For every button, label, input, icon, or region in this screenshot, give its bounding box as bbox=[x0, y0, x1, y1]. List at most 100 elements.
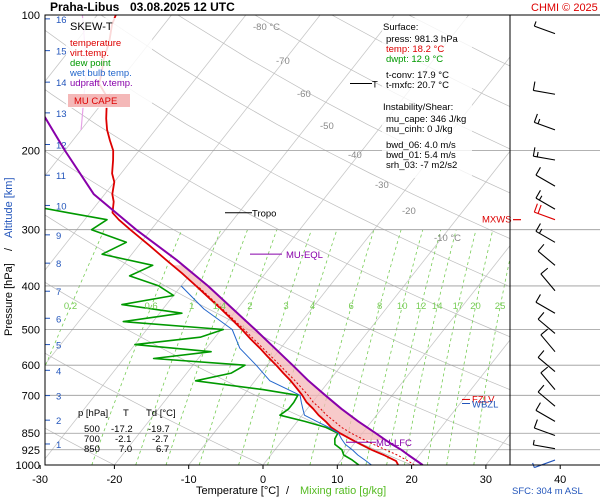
wind-barb-flag bbox=[535, 223, 541, 232]
mixing-ratio-label: 6 bbox=[349, 301, 354, 312]
wind-barb bbox=[540, 267, 556, 292]
mixing-ratio-label: 2 bbox=[247, 301, 252, 312]
mu-cinh-value: mu_cinh: 0 J/kg bbox=[386, 124, 453, 135]
wind-barb-flag bbox=[535, 294, 541, 303]
table-row-850-p: 850 bbox=[84, 444, 100, 455]
mixing-ratio-line bbox=[165, 229, 248, 465]
wind-barb-flag bbox=[540, 366, 549, 374]
mixing-ratio-line bbox=[91, 229, 183, 465]
series-line-virt-temp- bbox=[197, 285, 415, 465]
tropopause-label: Tropo bbox=[252, 209, 276, 220]
cape-legend-label: MU CAPE bbox=[74, 96, 117, 107]
temperature-tick-label: 30 bbox=[480, 474, 492, 486]
sfc-elevation-note: SFC: 304 m ASL bbox=[512, 486, 583, 497]
wind-barb bbox=[535, 294, 556, 314]
wind-barb-staff bbox=[540, 372, 556, 390]
legend-box bbox=[66, 18, 152, 108]
pressure-tick-label: 100 bbox=[22, 10, 40, 22]
y-axis-title: Pressure [hPa] / Altitude [km] bbox=[3, 177, 15, 336]
wind-barb-staff bbox=[537, 250, 556, 266]
wind-barb bbox=[532, 81, 556, 95]
temperature-tick-label: -30 bbox=[32, 474, 48, 486]
wind-barb-flag bbox=[535, 167, 541, 176]
wind-barb bbox=[535, 167, 556, 187]
altitude-tick-label: 2 bbox=[56, 416, 61, 427]
mixing-ratio-label: 8 bbox=[377, 301, 382, 312]
x-axis-title-temperature: Temperature [°C] bbox=[196, 485, 279, 497]
pressure-tick-label: 200 bbox=[22, 145, 40, 157]
altitude-tick-label: 10 bbox=[56, 201, 67, 212]
wind-barb-flag bbox=[535, 190, 541, 199]
mu-eql-label: MU-EQL bbox=[286, 250, 323, 261]
mxws-label: MXWS bbox=[482, 215, 512, 226]
wind-barb-staff bbox=[534, 427, 556, 437]
dry-adiabat-line bbox=[45, 89, 510, 338]
wind-barb-flag bbox=[536, 151, 539, 157]
table-row-850-t: 7.0 bbox=[119, 444, 132, 455]
altitude-tick-label: 13 bbox=[56, 109, 67, 120]
isotherm-label: -60 bbox=[297, 89, 311, 100]
wind-barb bbox=[537, 243, 556, 266]
temperature-tick-label: 10 bbox=[331, 474, 343, 486]
wind-barb bbox=[533, 21, 556, 35]
mixing-ratio-label: 20 bbox=[470, 301, 481, 312]
mixing-ratio-label: 12 bbox=[416, 301, 427, 312]
pressure-tick-label: 1000 bbox=[16, 460, 40, 472]
altitude-tick-label: 11 bbox=[56, 171, 66, 182]
isotherm-label: -40 bbox=[348, 150, 362, 161]
wind-barb-flag bbox=[533, 419, 538, 429]
mixing-ratio-line bbox=[365, 229, 424, 465]
isotherm-label: -80 °C bbox=[253, 22, 280, 33]
wind-barb bbox=[533, 113, 556, 131]
altitude-tick-label: 14 bbox=[56, 78, 67, 89]
altitude-tick-label: 16 bbox=[56, 15, 67, 26]
series-line-udpraft-v-temp- bbox=[45, 115, 424, 465]
series-line-wet-bulb-temp- bbox=[180, 285, 372, 465]
mixing-ratio-line bbox=[446, 229, 494, 465]
wind-barb-flag bbox=[540, 328, 549, 336]
table-header-t: T bbox=[123, 408, 129, 419]
mixing-ratio-line bbox=[404, 229, 457, 465]
mixing-ratio-label: 17 bbox=[453, 301, 464, 312]
wind-barb-flag bbox=[537, 350, 545, 358]
wind-barb-flag bbox=[538, 195, 543, 201]
temperature-tick-label: 20 bbox=[405, 474, 417, 486]
wind-barb-flag bbox=[532, 81, 536, 91]
wind-barb-staff bbox=[534, 459, 556, 469]
table-row-700-p: 700 bbox=[84, 434, 100, 445]
wind-barb-flag bbox=[537, 204, 542, 214]
mixing-ratio-line bbox=[426, 229, 477, 465]
mixing-ratio-label: 4 bbox=[310, 301, 315, 312]
temperature-tick-label: 40 bbox=[554, 474, 566, 486]
wind-barb-flag bbox=[532, 439, 535, 445]
isotherm-label: -10 °C bbox=[434, 233, 461, 244]
wind-barb-staff bbox=[537, 391, 556, 407]
surface-tmxfc: t-mxfc: 20.7 °C bbox=[386, 80, 449, 91]
chart-datetime: 03.08.2025 12 UTC bbox=[130, 0, 235, 14]
mixing-ratio-line bbox=[386, 229, 442, 465]
isotherm-label: -30 bbox=[375, 180, 389, 191]
table-row-500-t: -17.2 bbox=[111, 424, 133, 435]
wbzl-label: WBZL bbox=[472, 399, 498, 410]
cape-legend-box bbox=[68, 94, 130, 107]
y-axis-title-separator: / bbox=[3, 245, 15, 254]
mu-cape-value: mu_cape: 346 J/kg bbox=[386, 114, 466, 125]
table-row-850-td: 6.7 bbox=[156, 444, 169, 455]
pressure-tick-label: 700 bbox=[22, 390, 40, 402]
wind-barb bbox=[535, 223, 556, 243]
bwd01-value: bwd_01: 5.4 m/s bbox=[386, 150, 456, 161]
x-axis-title-separator: / bbox=[283, 485, 292, 497]
chart-title: Praha-Libus bbox=[50, 0, 120, 14]
wind-barb bbox=[532, 439, 556, 450]
bwd06-value: bwd_06: 4.0 m/s bbox=[386, 140, 456, 151]
altitude-tick-label: 6 bbox=[56, 314, 61, 325]
wind-barb bbox=[533, 203, 556, 221]
isotherm-line bbox=[262, 150, 510, 465]
mu-lfc-label: MU-LFC bbox=[376, 438, 412, 449]
mixing-ratio-label: 0.2 bbox=[64, 301, 77, 312]
pressure-tick-label: 300 bbox=[22, 225, 40, 237]
surface-temp: temp: 18.2 °C bbox=[386, 44, 444, 55]
pressure-tick-label: 925 bbox=[22, 445, 40, 457]
isotherm-label: -70 bbox=[276, 56, 290, 67]
